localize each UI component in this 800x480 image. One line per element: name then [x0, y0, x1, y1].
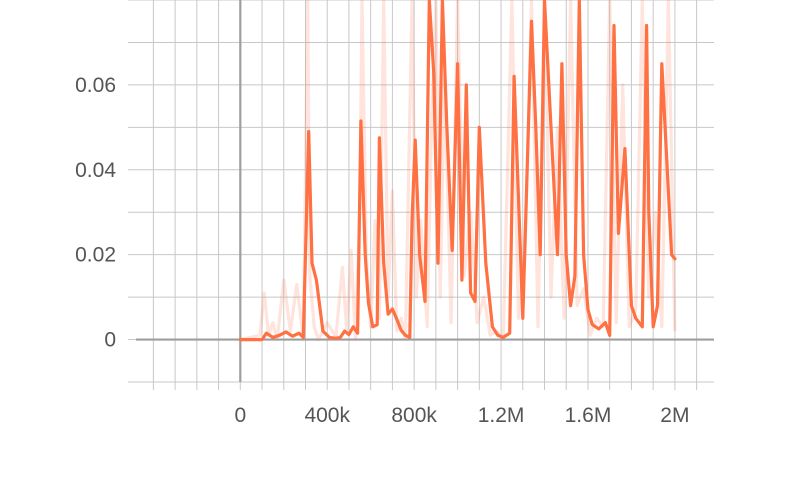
y-tick-label: 0.04 — [75, 159, 116, 182]
raw-series-layer — [239, 0, 677, 342]
axes — [136, 0, 714, 382]
smoothed-series-layer — [238, 0, 677, 342]
y-tick-label: 0.02 — [75, 244, 116, 267]
x-tick-label: 400k — [304, 404, 350, 427]
y-tick-label: 0 — [104, 329, 116, 352]
x-tick-label: 1.6M — [565, 404, 612, 427]
tick-labels: 0 400k 800k 1.2M 1.6M 2M 0 0.02 0.04 0.06 — [75, 74, 689, 427]
x-tick-label: 0 — [234, 404, 246, 427]
x-tick-label: 2M — [660, 404, 689, 427]
x-tick-label: 1.2M — [478, 404, 525, 427]
series-raw-line — [239, 0, 677, 342]
y-tick-label: 0.06 — [75, 74, 116, 97]
x-tick-label: 800k — [391, 404, 437, 427]
series-smoothed-line — [238, 0, 677, 342]
